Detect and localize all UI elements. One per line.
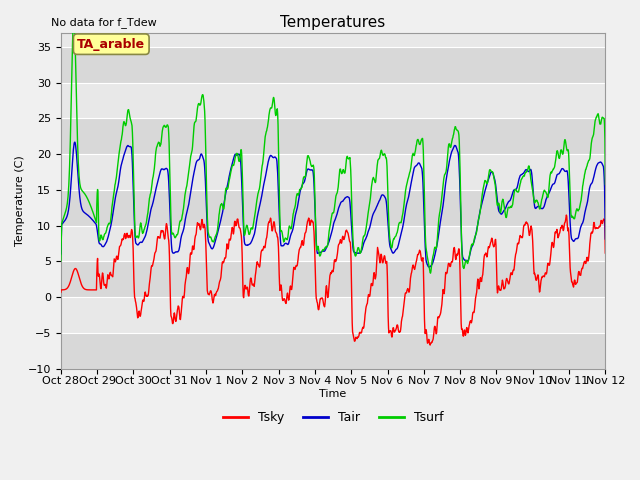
Bar <box>61 297 605 333</box>
Title: Temperatures: Temperatures <box>280 15 386 30</box>
Bar <box>61 226 605 261</box>
X-axis label: Time: Time <box>319 389 347 399</box>
Text: TA_arable: TA_arable <box>77 37 145 51</box>
Bar <box>61 190 605 226</box>
Y-axis label: Temperature (C): Temperature (C) <box>15 155 25 246</box>
Bar <box>61 83 605 119</box>
Bar <box>61 47 605 83</box>
Bar <box>61 333 605 369</box>
Bar <box>61 261 605 297</box>
Text: No data for f_Tdew: No data for f_Tdew <box>51 17 157 28</box>
Bar <box>61 119 605 154</box>
Legend: Tsky, Tair, Tsurf: Tsky, Tair, Tsurf <box>218 407 448 430</box>
Bar <box>61 154 605 190</box>
